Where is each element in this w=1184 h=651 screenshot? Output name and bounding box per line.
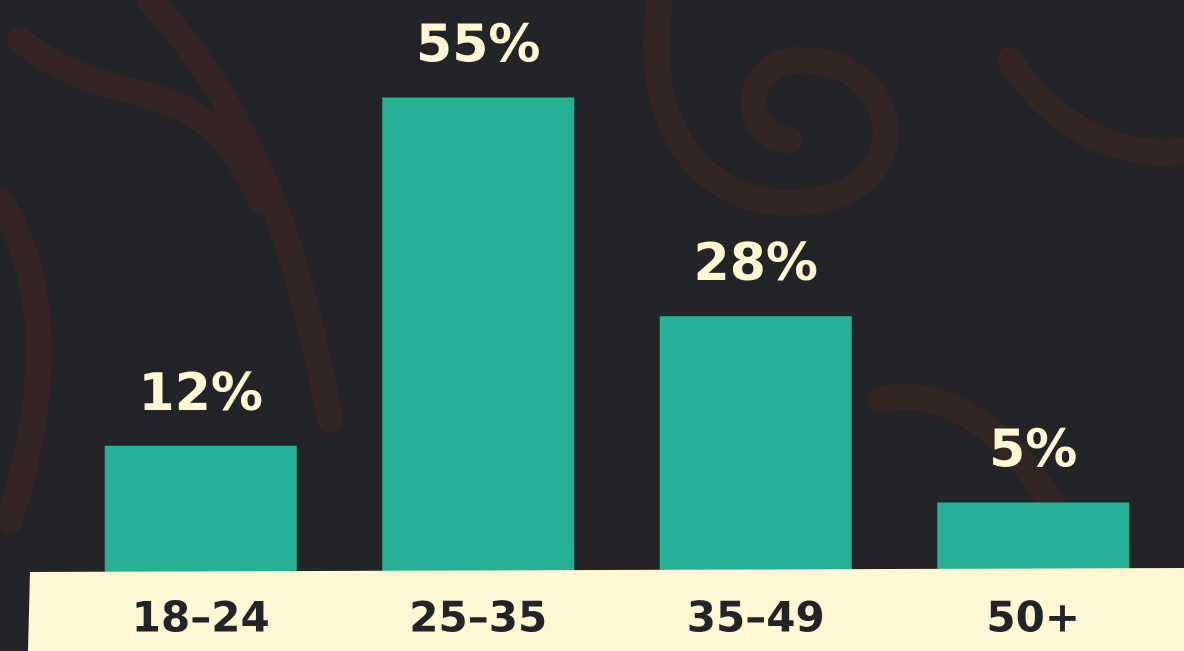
x-tick-label: 50+ (986, 593, 1080, 642)
x-tick-label: 25–35 (409, 593, 547, 642)
swirl (7, 27, 273, 213)
x-tick-label: 35–49 (687, 593, 825, 642)
bar (104, 445, 297, 574)
swirl (997, 47, 1184, 166)
x-tick-label: 18–24 (132, 593, 270, 642)
bar (937, 502, 1130, 574)
swirl (137, 0, 343, 433)
swirl (0, 187, 52, 533)
value-label: 55% (416, 15, 540, 75)
label-strip (28, 568, 1184, 651)
bar (382, 97, 575, 574)
value-label: 12% (139, 363, 263, 423)
value-label: 28% (694, 233, 818, 293)
bar (659, 316, 852, 574)
value-label: 5% (989, 420, 1077, 480)
swirl (643, 0, 899, 216)
